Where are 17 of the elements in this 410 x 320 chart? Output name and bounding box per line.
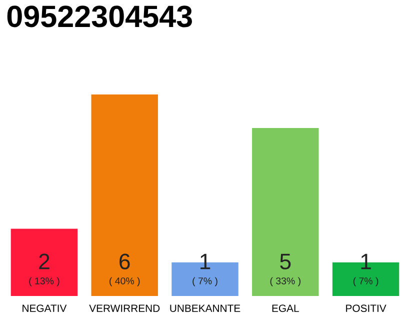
bar <box>252 128 319 296</box>
x-tick-label: UNBEKANNTE <box>170 304 240 312</box>
data-label: 5 <box>280 254 291 270</box>
annotation: ( 13% ) <box>29 277 60 286</box>
x-tick-label: NEGATIV <box>22 304 67 312</box>
annotation: ( 33% ) <box>270 277 300 286</box>
x-tick-label: VERWIRREND <box>89 304 160 312</box>
annotation: ( 40% ) <box>110 277 140 286</box>
x-tick-label: POSITIV <box>346 304 386 312</box>
data-label: 2 <box>39 254 50 270</box>
x-tick-label: EGAL <box>272 304 299 312</box>
chart-title: 09522304543 <box>7 6 192 28</box>
annotation: ( 7% ) <box>192 277 218 286</box>
bar <box>91 94 158 296</box>
bar <box>10 228 78 296</box>
data-label: 6 <box>120 254 130 270</box>
annotation: ( 7% ) <box>353 277 378 286</box>
